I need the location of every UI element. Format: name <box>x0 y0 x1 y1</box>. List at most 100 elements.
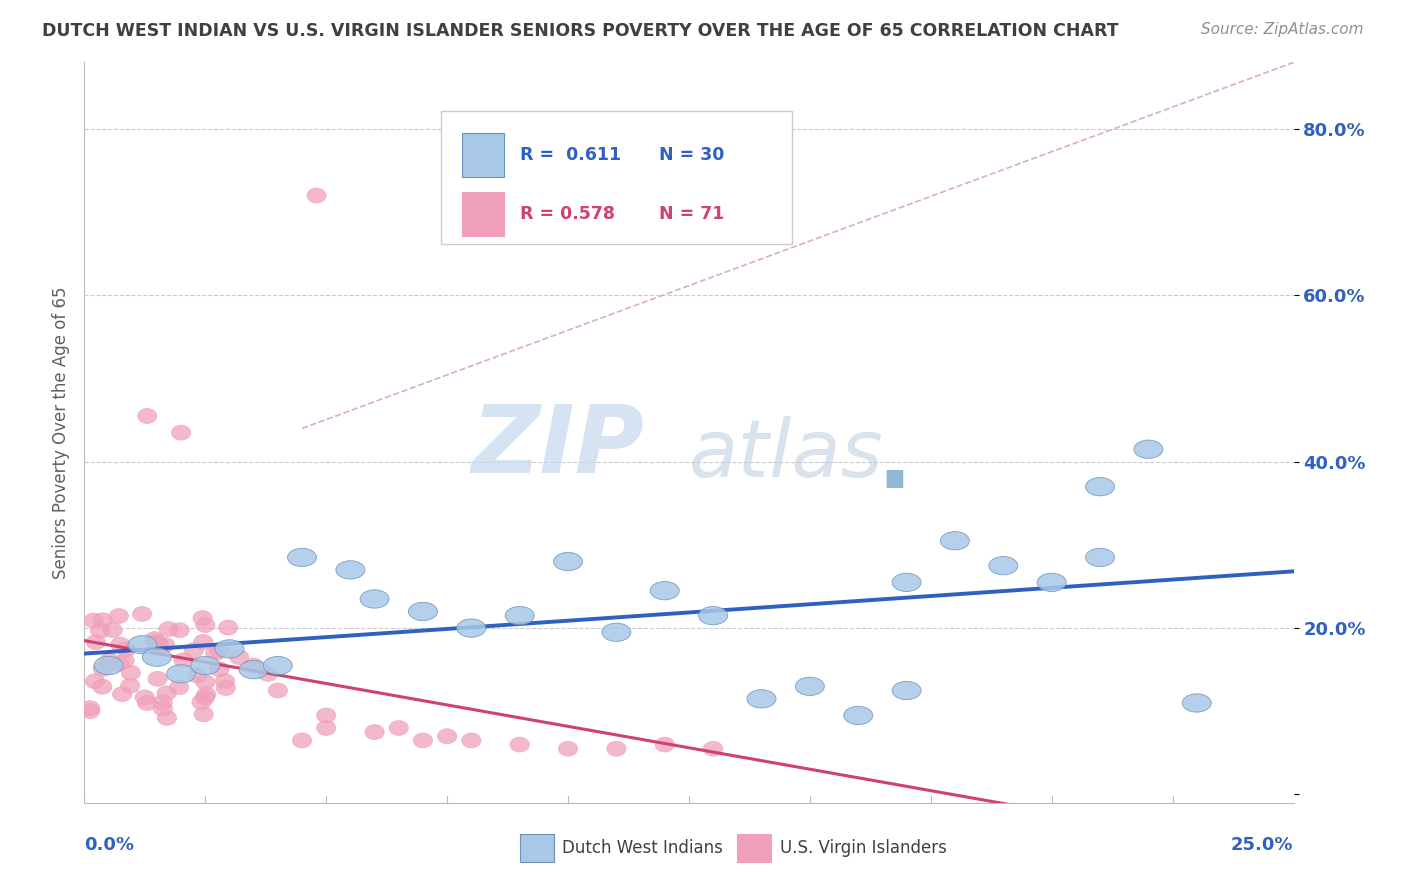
Ellipse shape <box>336 561 366 579</box>
Ellipse shape <box>157 710 177 725</box>
Ellipse shape <box>148 672 167 686</box>
Ellipse shape <box>505 607 534 624</box>
Ellipse shape <box>239 661 269 679</box>
Ellipse shape <box>215 640 245 658</box>
Ellipse shape <box>138 696 156 711</box>
Ellipse shape <box>194 634 212 649</box>
Ellipse shape <box>1038 574 1066 591</box>
Ellipse shape <box>194 706 214 722</box>
Ellipse shape <box>408 602 437 621</box>
Text: 25.0%: 25.0% <box>1232 836 1294 854</box>
Text: N = 30: N = 30 <box>659 146 724 164</box>
Text: atlas: atlas <box>689 416 884 494</box>
Ellipse shape <box>844 706 873 724</box>
Ellipse shape <box>121 665 141 681</box>
Ellipse shape <box>461 733 481 747</box>
Ellipse shape <box>245 658 263 673</box>
Ellipse shape <box>174 653 193 668</box>
Ellipse shape <box>1085 549 1115 566</box>
Ellipse shape <box>558 741 578 756</box>
Ellipse shape <box>94 657 124 674</box>
Ellipse shape <box>112 687 132 702</box>
Y-axis label: Seniors Poverty Over the Age of 65: Seniors Poverty Over the Age of 65 <box>52 286 70 579</box>
Ellipse shape <box>287 549 316 566</box>
Ellipse shape <box>193 610 212 625</box>
Ellipse shape <box>195 690 215 705</box>
Ellipse shape <box>259 666 278 681</box>
Ellipse shape <box>703 741 723 756</box>
Ellipse shape <box>316 708 336 723</box>
Ellipse shape <box>184 643 204 657</box>
Ellipse shape <box>1085 477 1115 496</box>
Ellipse shape <box>121 678 139 693</box>
Text: Source: ZipAtlas.com: Source: ZipAtlas.com <box>1201 22 1364 37</box>
Ellipse shape <box>891 681 921 699</box>
Ellipse shape <box>650 582 679 599</box>
Ellipse shape <box>80 701 100 715</box>
Text: R = 0.578: R = 0.578 <box>520 205 614 223</box>
Text: DUTCH WEST INDIAN VS U.S. VIRGIN ISLANDER SENIORS POVERTY OVER THE AGE OF 65 COR: DUTCH WEST INDIAN VS U.S. VIRGIN ISLANDE… <box>42 22 1119 40</box>
Ellipse shape <box>169 680 188 695</box>
Ellipse shape <box>111 637 129 652</box>
Ellipse shape <box>360 590 389 608</box>
Text: 0.0%: 0.0% <box>84 836 135 854</box>
Ellipse shape <box>93 613 112 628</box>
Ellipse shape <box>215 673 235 689</box>
Ellipse shape <box>142 648 172 666</box>
Ellipse shape <box>457 619 486 637</box>
Ellipse shape <box>413 733 433 747</box>
Ellipse shape <box>146 634 166 649</box>
Bar <box>461 192 503 236</box>
Ellipse shape <box>156 638 174 652</box>
Ellipse shape <box>103 623 122 638</box>
Ellipse shape <box>170 623 190 638</box>
Ellipse shape <box>263 657 292 674</box>
FancyBboxPatch shape <box>441 111 792 244</box>
Bar <box>520 834 554 862</box>
Ellipse shape <box>1133 440 1163 458</box>
Text: Dutch West Indians: Dutch West Indians <box>562 839 723 857</box>
Text: U.S. Virgin Islanders: U.S. Virgin Islanders <box>780 839 946 857</box>
Ellipse shape <box>166 665 195 683</box>
Ellipse shape <box>153 701 173 716</box>
Ellipse shape <box>941 532 970 549</box>
Ellipse shape <box>269 683 287 698</box>
Text: N = 71: N = 71 <box>659 205 724 223</box>
Ellipse shape <box>115 653 135 668</box>
Ellipse shape <box>699 607 728 624</box>
Ellipse shape <box>172 425 191 440</box>
Ellipse shape <box>1182 694 1212 712</box>
Ellipse shape <box>747 690 776 708</box>
Text: ZIP: ZIP <box>471 401 644 493</box>
Bar <box>461 133 503 178</box>
Ellipse shape <box>86 673 104 689</box>
Ellipse shape <box>117 642 136 657</box>
Ellipse shape <box>554 552 582 571</box>
Ellipse shape <box>602 624 631 641</box>
Ellipse shape <box>93 661 112 676</box>
Text: .: . <box>876 417 912 508</box>
Ellipse shape <box>366 724 384 739</box>
Ellipse shape <box>307 188 326 203</box>
Ellipse shape <box>191 657 219 674</box>
Ellipse shape <box>316 721 336 735</box>
Ellipse shape <box>110 657 128 672</box>
Ellipse shape <box>149 636 169 651</box>
Ellipse shape <box>796 677 824 696</box>
Ellipse shape <box>510 737 529 752</box>
Ellipse shape <box>90 624 110 638</box>
Ellipse shape <box>655 737 675 752</box>
Ellipse shape <box>389 721 408 735</box>
Ellipse shape <box>153 695 173 710</box>
Ellipse shape <box>191 695 211 709</box>
Ellipse shape <box>607 741 626 756</box>
Ellipse shape <box>195 617 215 632</box>
Ellipse shape <box>218 620 238 635</box>
Ellipse shape <box>229 649 249 665</box>
Ellipse shape <box>135 690 155 705</box>
Ellipse shape <box>84 613 103 628</box>
Bar <box>737 834 770 862</box>
Ellipse shape <box>132 607 152 622</box>
Ellipse shape <box>86 635 105 649</box>
Ellipse shape <box>138 409 157 424</box>
